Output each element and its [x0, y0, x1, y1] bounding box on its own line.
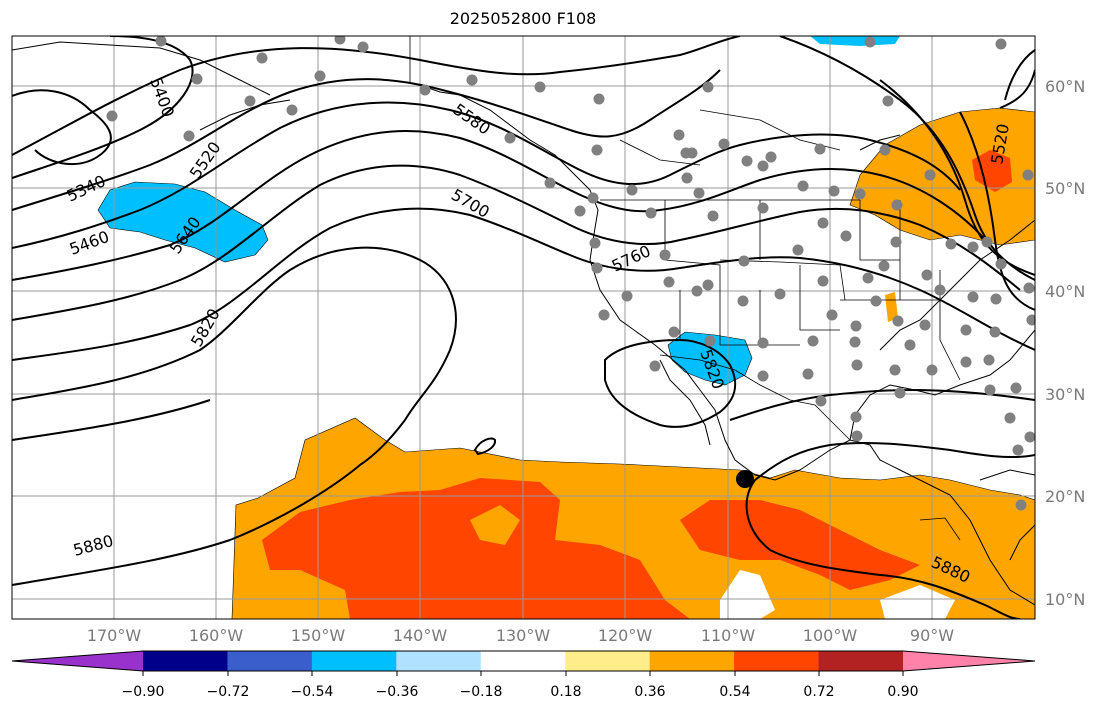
lat-label-10: 10°N — [1045, 590, 1086, 609]
orange-small-patch — [885, 292, 898, 322]
lat-label-20: 20°N — [1045, 487, 1086, 506]
lon-label-130w: 130°W — [495, 626, 551, 645]
lon-label-150w: 150°W — [290, 626, 346, 645]
colorbar — [11, 650, 1036, 676]
lon-label-160w: 160°W — [188, 626, 244, 645]
colorbar-extend-right — [903, 651, 1035, 671]
lon-label-120w: 120°W — [597, 626, 653, 645]
white-gap-3 — [470, 505, 520, 545]
colorbar-segment — [311, 651, 397, 671]
small-contour-loop — [473, 437, 497, 456]
colorbar-segment — [480, 651, 566, 671]
red-anomaly-region-3 — [972, 150, 1012, 192]
colorbar-segment — [818, 651, 904, 671]
map-title: 2025052800 F108 — [449, 9, 597, 28]
map-frame — [11, 35, 1036, 620]
colorbar-extend-left — [12, 651, 143, 671]
lat-label-50: 50°N — [1045, 179, 1086, 198]
colorbar-tick-label: 0.18 — [550, 684, 582, 700]
colorbar-tick-label: 0.72 — [803, 684, 835, 700]
colorbar-tick-label: 0.36 — [634, 684, 666, 700]
lon-label-100w: 100°W — [802, 626, 858, 645]
red-anomaly-region-2 — [680, 500, 920, 590]
colorbar-tick-label: 0.54 — [719, 684, 751, 700]
orange-anomaly-region-northeast — [849, 107, 1035, 246]
lat-label-30: 30°N — [1045, 385, 1086, 404]
red-anomaly-region-1 — [262, 478, 690, 619]
coastlines — [12, 41, 1035, 606]
colorbar-segment — [734, 651, 820, 671]
lat-label-60: 60°N — [1045, 77, 1086, 96]
lon-label-170w: 170°W — [86, 626, 142, 645]
colorbar-segment — [227, 651, 313, 671]
lon-label-110w: 110°W — [700, 626, 756, 645]
colorbar-segment — [143, 651, 228, 671]
colorbar-tick-label: −0.54 — [290, 684, 334, 700]
blue-anomaly-region-gulf-alaska — [97, 181, 269, 263]
colorbar-segment — [396, 651, 482, 671]
lon-label-90w: 90°W — [909, 626, 955, 645]
lon-label-140w: 140°W — [392, 626, 448, 645]
colorbar-tick-label: −0.90 — [121, 684, 165, 700]
blue-anomaly-region-canada — [810, 36, 900, 46]
station-markers — [106, 36, 1035, 511]
colorbar-tick-label: −0.36 — [375, 684, 419, 700]
colorbar-tick-label: −0.18 — [459, 684, 503, 700]
colorbar-segment — [649, 651, 735, 671]
colorbar-segment — [565, 651, 651, 671]
white-gap-1 — [720, 570, 775, 619]
colorbar-tick-label: 0.90 — [887, 684, 919, 700]
colorbar-tick-label: −0.72 — [206, 684, 250, 700]
white-gap-2 — [880, 585, 955, 619]
highlight-marker — [736, 470, 754, 488]
lat-label-40: 40°N — [1045, 282, 1086, 301]
